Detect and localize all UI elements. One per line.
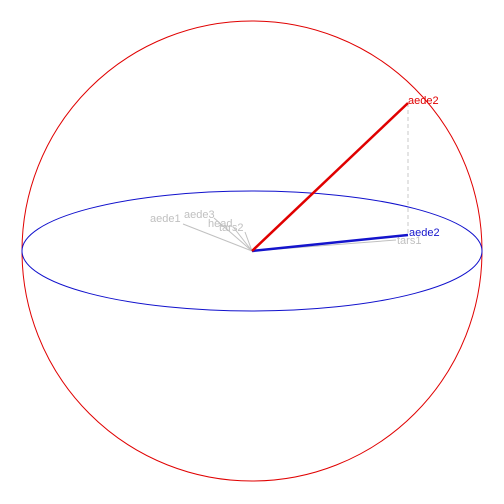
background-vector-line: [244, 231, 253, 252]
projected-vector-line: [251, 233, 409, 253]
primary-vector-label: aede2: [408, 95, 439, 107]
background-vector-line: [182, 223, 253, 252]
primary-vector-line: [251, 102, 409, 252]
background-vector-line: [213, 217, 253, 252]
background-vector-label: head: [208, 218, 232, 230]
equatorial-ellipse: [21, 190, 483, 312]
background-vector-label: tars2: [219, 222, 243, 234]
background-vector-label: aede1: [150, 213, 181, 225]
background-vector-label: aede3: [184, 209, 215, 221]
background-vector-label: tars1: [397, 235, 421, 247]
background-vector-line: [233, 227, 253, 252]
projected-vector-label: aede2: [409, 227, 440, 239]
